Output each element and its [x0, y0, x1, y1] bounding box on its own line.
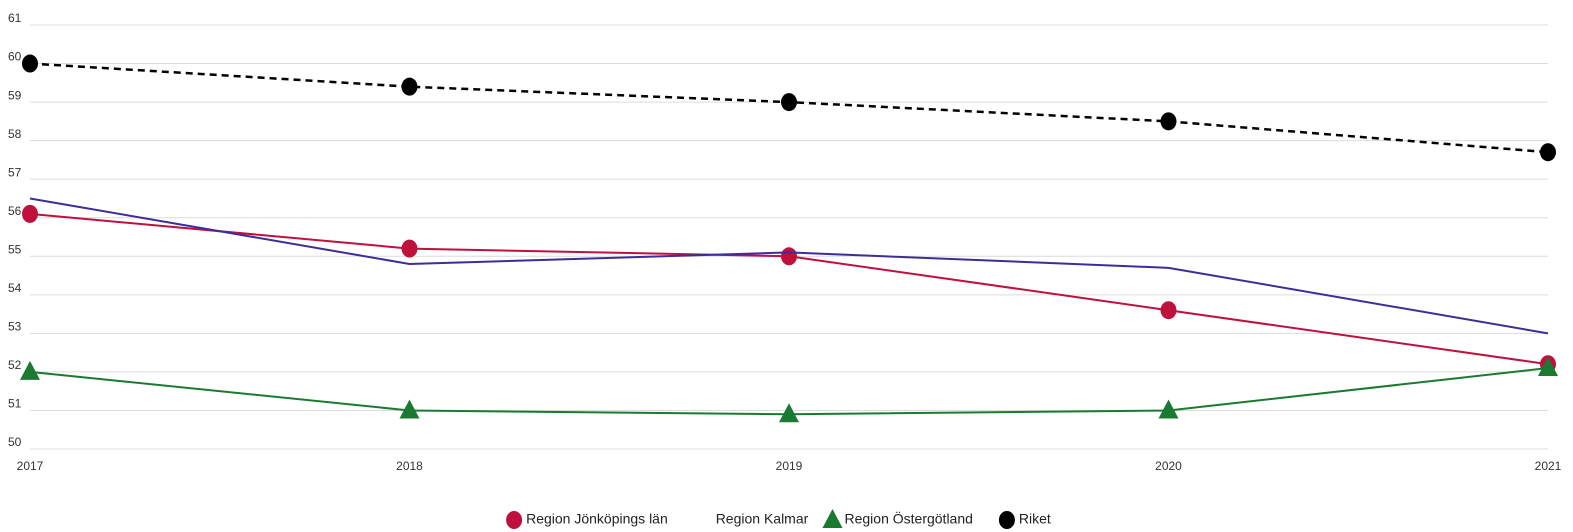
x-tick-label: 2020	[1155, 459, 1182, 473]
point	[401, 77, 418, 96]
x-tick-label: 2021	[1535, 459, 1562, 473]
legend-label: Region Östergötland	[845, 510, 973, 527]
point	[781, 93, 797, 112]
legend: Region Jönköpings län Region Kalmar Region…	[506, 509, 1051, 529]
point	[399, 399, 420, 419]
point	[1160, 112, 1177, 131]
point	[779, 403, 799, 423]
y-tick-label: 51	[8, 397, 22, 411]
point	[1538, 357, 1558, 377]
point	[1540, 143, 1556, 162]
point	[401, 239, 418, 258]
y-tick-label: 56	[8, 204, 22, 218]
point	[20, 360, 40, 380]
point	[998, 511, 1015, 529]
x-tick-label: 2017	[17, 459, 44, 473]
y-tick-label: 52	[8, 358, 22, 372]
x-tick-label: 2019	[776, 459, 803, 473]
point	[1160, 301, 1177, 320]
y-tick-label: 61	[8, 11, 22, 25]
y-tick-label: 58	[8, 127, 22, 141]
y-tick-label: 60	[8, 50, 22, 64]
y-tick-label: 54	[8, 281, 22, 295]
point	[1158, 399, 1179, 419]
series-line	[29, 197, 1549, 335]
y-tick-label: 50	[8, 435, 22, 449]
legend-label: Region Kalmar	[716, 511, 809, 527]
y-tick-label: 53	[8, 320, 22, 334]
point	[22, 54, 38, 73]
legend-label: Riket	[1019, 511, 1051, 527]
point	[822, 509, 843, 528]
series-line	[29, 212, 1549, 366]
point	[22, 204, 38, 223]
y-tick-label: 59	[8, 88, 22, 102]
x-tick-label: 2018	[396, 459, 423, 473]
y-tick-label: 57	[8, 165, 22, 179]
point	[781, 247, 797, 266]
y-tick-label: 55	[8, 242, 22, 256]
point	[506, 511, 523, 529]
legend-label: Region Jönköpings län	[526, 511, 668, 527]
